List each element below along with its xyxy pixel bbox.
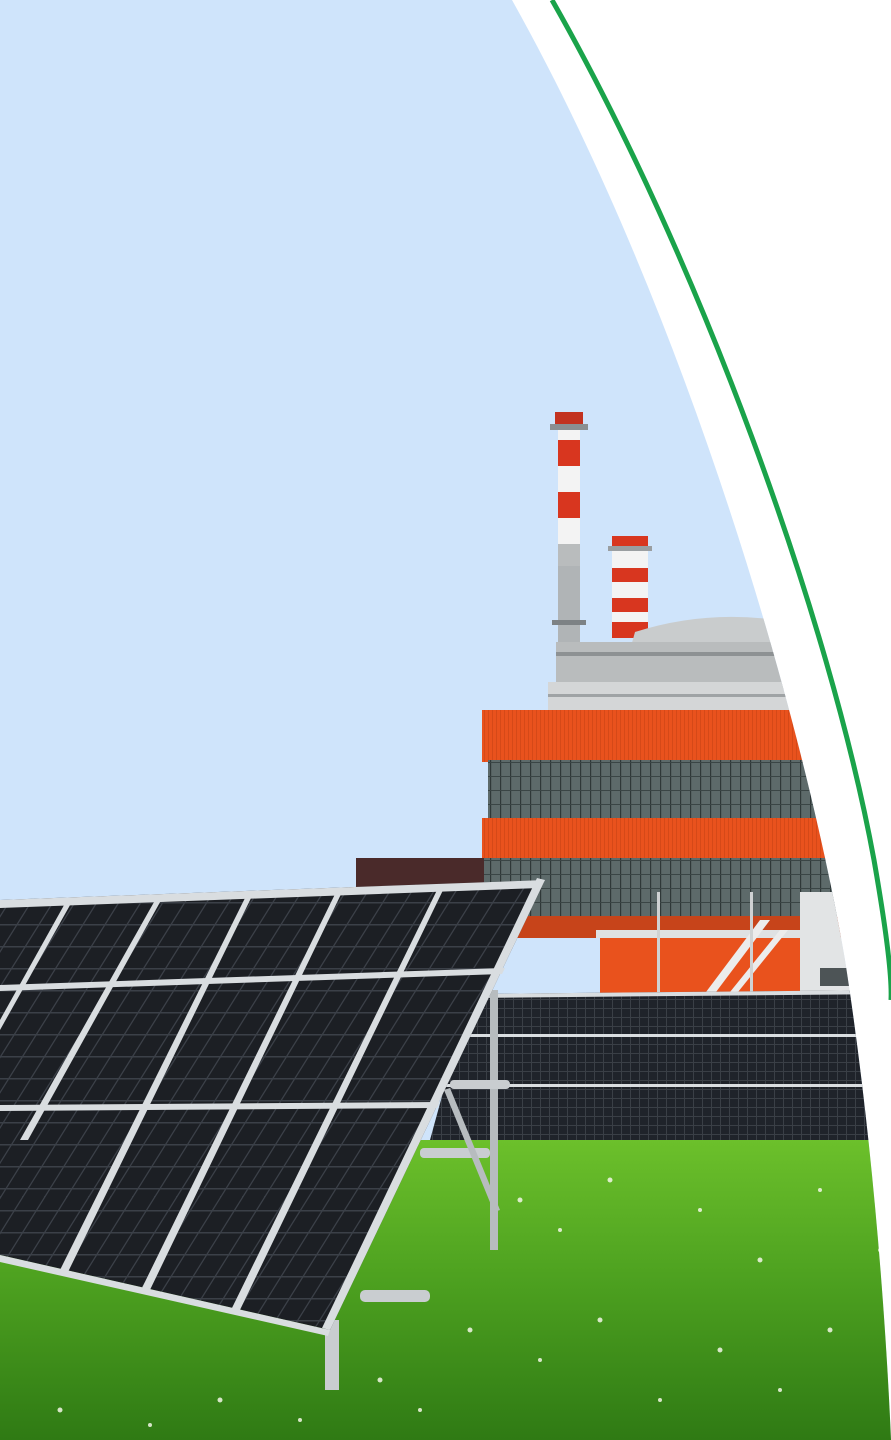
power-plant-building [356, 710, 860, 996]
short-chimney [608, 536, 652, 638]
front-solar-array [0, 878, 545, 1390]
accent-arc [549, 0, 891, 1000]
tall-chimney [550, 412, 588, 648]
back-solar-array [430, 990, 891, 1140]
grass-flowers [57, 1177, 882, 1427]
